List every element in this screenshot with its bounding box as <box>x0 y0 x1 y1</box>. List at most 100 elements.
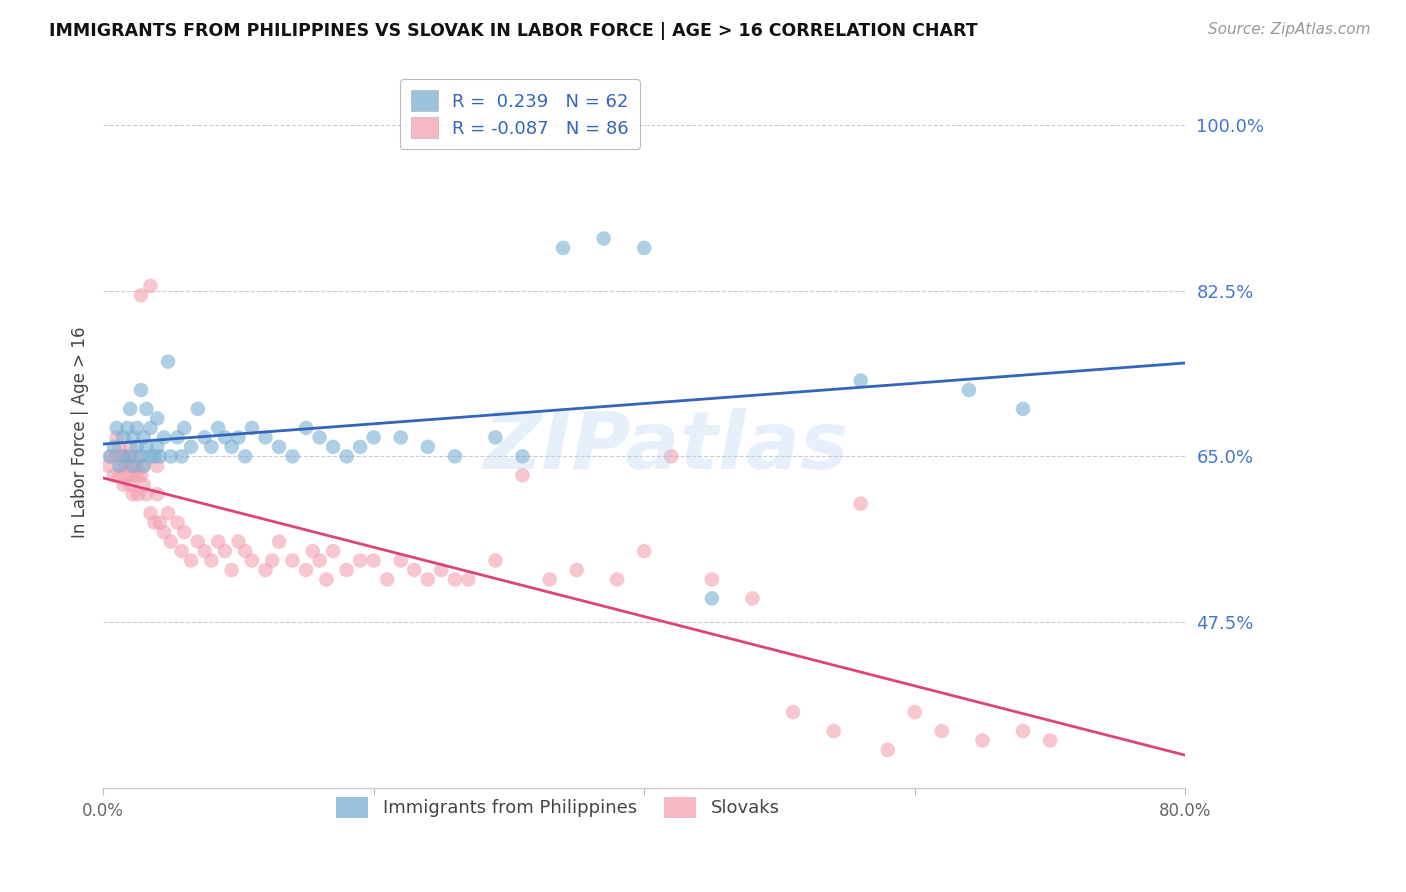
Point <box>127 487 149 501</box>
Point <box>100 450 122 464</box>
Point <box>1012 724 1035 739</box>
Point <box>363 430 385 444</box>
Point <box>129 450 152 464</box>
Point <box>782 705 804 719</box>
Point <box>349 553 371 567</box>
Point <box>170 544 193 558</box>
Point <box>592 231 614 245</box>
Point <box>741 591 763 606</box>
Point <box>221 563 243 577</box>
Point <box>173 421 195 435</box>
Point <box>308 553 330 567</box>
Point <box>194 544 217 558</box>
Point <box>295 421 318 435</box>
Point <box>281 553 304 567</box>
Point <box>267 534 290 549</box>
Point <box>159 450 181 464</box>
Point <box>221 440 243 454</box>
Point <box>112 450 135 464</box>
Point <box>117 468 139 483</box>
Point <box>157 506 180 520</box>
Point <box>1039 733 1062 747</box>
Point <box>972 733 994 747</box>
Point <box>267 440 290 454</box>
Point <box>457 573 479 587</box>
Point <box>214 544 236 558</box>
Point <box>124 458 146 473</box>
Point <box>170 450 193 464</box>
Point <box>254 430 277 444</box>
Point <box>180 440 202 454</box>
Point <box>295 563 318 577</box>
Point <box>512 468 534 483</box>
Point <box>659 450 682 464</box>
Point <box>149 450 172 464</box>
Point <box>166 516 188 530</box>
Point <box>849 374 872 388</box>
Text: Source: ZipAtlas.com: Source: ZipAtlas.com <box>1208 22 1371 37</box>
Point <box>194 430 217 444</box>
Point <box>120 440 142 454</box>
Point <box>153 430 176 444</box>
Point <box>214 430 236 444</box>
Point <box>125 421 148 435</box>
Point <box>129 383 152 397</box>
Point <box>159 534 181 549</box>
Point <box>180 553 202 567</box>
Point <box>111 458 134 473</box>
Point <box>135 440 157 454</box>
Point <box>117 421 139 435</box>
Point <box>139 421 162 435</box>
Point <box>149 516 172 530</box>
Point <box>233 544 256 558</box>
Point <box>146 411 169 425</box>
Point <box>122 487 145 501</box>
Point <box>125 440 148 454</box>
Point <box>125 468 148 483</box>
Point <box>132 458 155 473</box>
Point <box>129 468 152 483</box>
Point <box>375 573 398 587</box>
Point <box>262 553 284 567</box>
Point <box>444 450 467 464</box>
Point <box>114 458 136 473</box>
Point <box>146 458 169 473</box>
Point <box>484 430 506 444</box>
Point <box>404 563 426 577</box>
Point <box>103 440 125 454</box>
Point <box>876 743 898 757</box>
Point <box>322 544 344 558</box>
Point <box>551 241 574 255</box>
Point <box>173 525 195 540</box>
Point <box>240 421 263 435</box>
Point <box>233 450 256 464</box>
Point <box>389 430 412 444</box>
Point <box>97 458 120 473</box>
Point <box>105 450 128 464</box>
Point <box>146 440 169 454</box>
Point <box>112 477 135 491</box>
Point <box>132 477 155 491</box>
Point <box>108 468 131 483</box>
Point <box>157 354 180 368</box>
Point <box>187 401 209 416</box>
Point <box>153 525 176 540</box>
Point <box>120 450 142 464</box>
Point <box>207 534 229 549</box>
Point <box>823 724 845 739</box>
Point <box>135 487 157 501</box>
Point <box>108 440 131 454</box>
Point <box>322 440 344 454</box>
Point <box>957 383 980 397</box>
Point <box>430 563 453 577</box>
Point <box>633 241 655 255</box>
Point <box>120 458 142 473</box>
Point <box>122 458 145 473</box>
Point <box>228 430 250 444</box>
Point <box>105 430 128 444</box>
Point <box>207 421 229 435</box>
Point <box>228 534 250 549</box>
Point <box>200 440 222 454</box>
Point <box>132 430 155 444</box>
Point <box>416 573 439 587</box>
